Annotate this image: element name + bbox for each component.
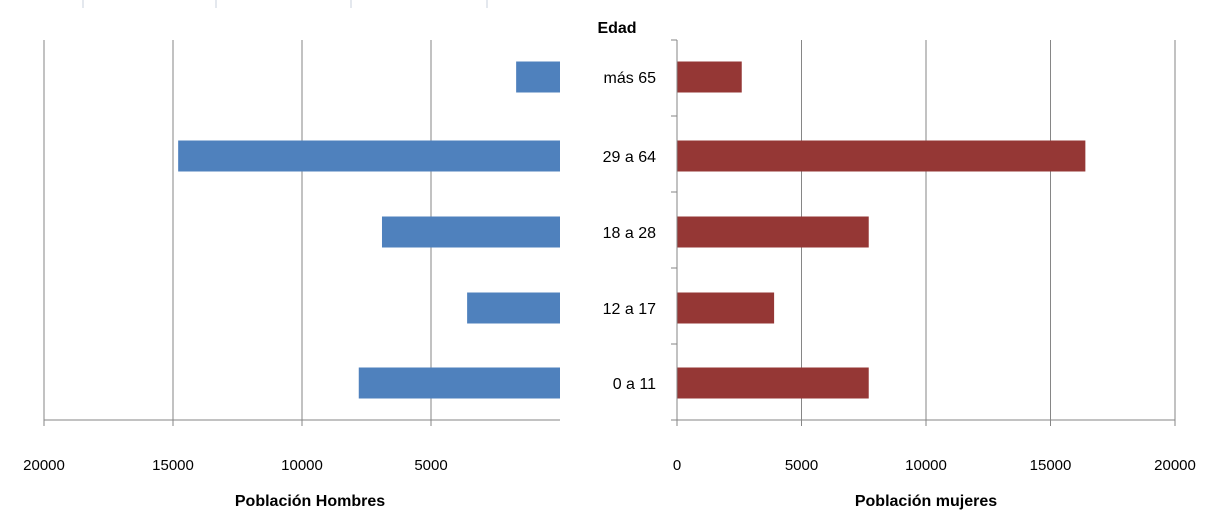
right-tick-label: 5000 [785,457,818,474]
category-label: 12 a 17 [603,301,656,318]
right-tick-label: 15000 [1030,457,1072,474]
left-bars [178,61,560,399]
category-label: 0 a 11 [613,376,656,393]
left-bar [381,216,560,248]
category-axis-title: Edad [597,20,636,37]
left-tick-label: 10000 [281,457,323,474]
category-label: 29 a 64 [603,149,656,166]
right-bars [677,61,1086,399]
category-label: 18 a 28 [603,225,656,242]
right-bar [677,61,742,93]
left-bar [467,292,560,324]
right-tick-labels: 0 5000 10000 15000 20000 [673,457,1196,474]
right-bar [677,292,775,324]
right-bar [677,216,869,248]
right-bar [677,367,869,399]
tab-strip-remnant [82,0,488,8]
left-tick-labels: 20000 15000 10000 5000 [23,457,448,474]
left-x-axis-title: Población Hombres [235,493,385,510]
left-tick-label: 5000 [414,457,447,474]
category-label: más 65 [604,70,657,87]
left-bar [358,367,560,399]
left-bar [516,61,560,93]
category-labels: 0 a 11 12 a 17 18 a 28 29 a 64 más 65 [603,70,656,393]
left-tick-label: 15000 [152,457,194,474]
right-tick-label: 0 [673,457,681,474]
left-bar [178,140,560,172]
left-gridlines [43,40,432,420]
right-tick-label: 10000 [905,457,947,474]
right-x-axis-title: Población mujeres [855,493,997,510]
axes [43,39,1176,426]
right-tick-label: 20000 [1154,457,1196,474]
right-bar [677,140,1086,172]
left-tick-label: 20000 [23,457,65,474]
